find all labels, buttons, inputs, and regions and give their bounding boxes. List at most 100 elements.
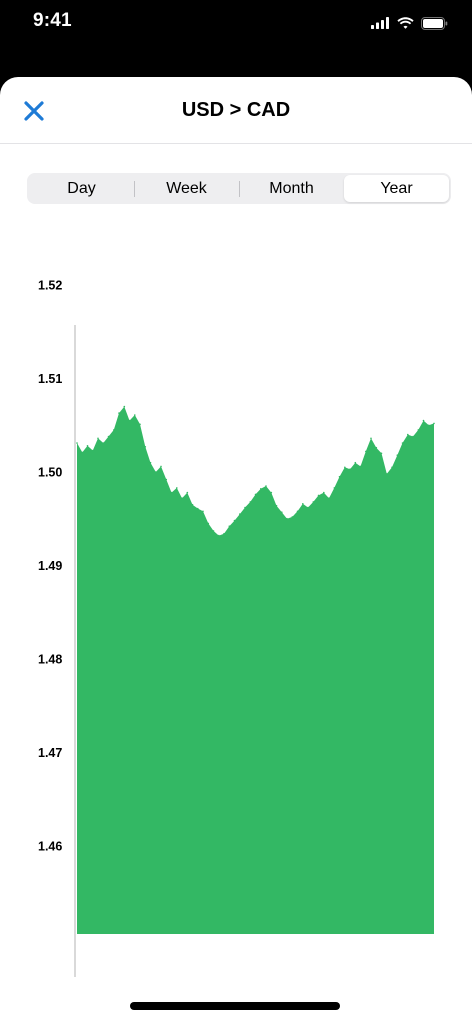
data-point xyxy=(422,419,425,422)
segment-week[interactable]: Week xyxy=(134,175,240,202)
nav-bar: USD > CAD xyxy=(0,77,472,144)
cellular-signal-icon xyxy=(371,17,389,29)
close-button[interactable] xyxy=(18,95,50,127)
data-point xyxy=(365,450,367,453)
data-point xyxy=(401,442,404,444)
segment-day-label: Day xyxy=(67,180,96,197)
data-point xyxy=(160,465,162,468)
data-point xyxy=(270,491,273,494)
chart-svg: 1.521.511.501.491.481.471.46DecJunMarMay… xyxy=(38,279,435,977)
close-x-icon xyxy=(24,101,44,121)
data-point xyxy=(354,461,357,464)
y-tick-label: 1.51 xyxy=(38,372,62,386)
home-indicator xyxy=(130,1002,340,1010)
segment-month-label: Month xyxy=(269,180,314,197)
data-point xyxy=(86,445,89,447)
data-point xyxy=(118,412,120,414)
data-point xyxy=(228,525,231,527)
data-point xyxy=(218,534,220,537)
data-point xyxy=(102,442,105,444)
y-tick-label: 1.49 xyxy=(38,559,62,573)
y-tick-label: 1.50 xyxy=(38,466,62,480)
segment-year[interactable]: Year xyxy=(344,175,449,202)
data-point xyxy=(249,501,252,503)
data-point xyxy=(113,429,115,431)
data-point xyxy=(144,446,147,448)
data-point xyxy=(344,466,346,469)
status-icons xyxy=(371,16,448,30)
segment-day[interactable]: Day xyxy=(29,175,135,202)
data-point xyxy=(396,454,399,456)
data-point xyxy=(417,429,420,431)
data-point xyxy=(239,513,241,515)
segment-divider xyxy=(134,181,135,197)
data-point xyxy=(333,487,336,489)
data-point xyxy=(191,503,194,506)
data-point xyxy=(291,516,294,518)
data-point xyxy=(244,506,246,509)
data-point xyxy=(412,435,414,438)
nav-title: USD > CAD xyxy=(181,99,291,121)
data-point xyxy=(317,494,320,497)
data-point xyxy=(107,435,110,438)
data-point xyxy=(197,507,199,510)
data-point xyxy=(312,501,315,503)
segment-month[interactable]: Month xyxy=(239,175,344,202)
data-point xyxy=(165,478,168,481)
data-point xyxy=(275,504,278,507)
data-point xyxy=(281,511,283,513)
data-point xyxy=(254,493,257,496)
data-point xyxy=(155,471,157,473)
battery-icon xyxy=(421,16,448,30)
data-point xyxy=(260,488,262,490)
y-tick-label: 1.46 xyxy=(38,840,62,854)
data-point xyxy=(134,414,136,416)
data-point xyxy=(149,461,152,464)
data-point xyxy=(233,519,236,522)
data-point xyxy=(338,475,341,478)
data-point xyxy=(407,433,409,436)
data-point xyxy=(370,437,372,440)
data-point xyxy=(176,487,178,489)
data-point xyxy=(375,446,378,449)
data-point xyxy=(207,522,210,525)
data-point xyxy=(128,419,131,422)
data-point xyxy=(202,510,204,513)
data-point xyxy=(92,449,94,452)
data-point xyxy=(81,451,84,454)
segment-divider xyxy=(239,181,240,197)
data-point xyxy=(76,442,78,444)
data-point xyxy=(212,530,215,532)
data-point xyxy=(328,497,330,500)
data-point xyxy=(359,465,362,468)
data-point xyxy=(181,497,183,500)
data-point xyxy=(123,405,126,408)
segment-week-label: Week xyxy=(166,180,207,197)
data-point xyxy=(307,506,309,509)
y-tick-label: 1.48 xyxy=(38,653,62,667)
data-point xyxy=(428,424,430,427)
data-point xyxy=(265,485,267,487)
data-point xyxy=(386,473,388,475)
data-point xyxy=(302,503,304,505)
data-point xyxy=(186,491,189,494)
data-point xyxy=(286,517,288,520)
data-point xyxy=(296,510,299,513)
status-bar: 9:41 xyxy=(0,0,472,60)
data-point xyxy=(323,491,325,494)
area-series xyxy=(77,406,434,935)
y-tick-label: 1.52 xyxy=(38,279,62,293)
data-point xyxy=(170,491,173,494)
data-point xyxy=(223,532,225,535)
segment-year-label: Year xyxy=(380,180,413,197)
data-point xyxy=(380,452,383,455)
data-point xyxy=(97,437,99,440)
status-time: 9:41 xyxy=(33,10,72,31)
data-point xyxy=(433,422,435,425)
modal-sheet: USD > CAD Day Week Month Year 1.52 1.51 1.… xyxy=(0,77,472,1024)
data-point xyxy=(391,466,393,469)
time-range-selector: Day Week Month Year xyxy=(27,173,451,204)
data-point xyxy=(349,468,351,470)
wifi-icon xyxy=(397,17,414,29)
y-tick-label: 1.47 xyxy=(38,746,62,760)
